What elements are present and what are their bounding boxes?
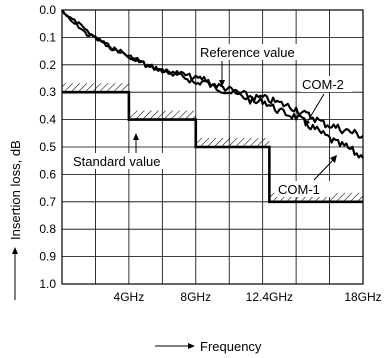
y-tick-label: 0.2 bbox=[39, 58, 56, 72]
com-1-arrow bbox=[330, 155, 337, 163]
x-axis-label: Frequency bbox=[200, 339, 262, 354]
standard-value-line bbox=[62, 90, 363, 204]
com-2-arrow bbox=[303, 119, 310, 127]
reference-value-label: Reference value bbox=[200, 45, 295, 60]
y-tick-label: 0.5 bbox=[39, 140, 56, 154]
standard-value-hatch-band bbox=[195, 138, 270, 147]
standard-value-arrow-up bbox=[133, 133, 139, 140]
x-tick-label: 12.4GHz bbox=[246, 290, 293, 304]
com-1-label: COM-1 bbox=[278, 182, 320, 197]
y-tick-label: 0.9 bbox=[39, 250, 56, 264]
x-axis-title: Frequency bbox=[155, 339, 262, 354]
standard-value-label: Standard value bbox=[73, 154, 160, 169]
standard-value-hatch-band bbox=[128, 110, 196, 120]
series bbox=[61, 9, 364, 159]
standard-value-steps bbox=[62, 90, 363, 204]
y-axis-arrow bbox=[12, 247, 18, 254]
y-axis-label: Insertion loss, dB bbox=[8, 140, 23, 240]
standard-value-hatch-band bbox=[62, 83, 129, 93]
y-tick-label: 0.0 bbox=[39, 3, 56, 17]
y-tick-label: 0.6 bbox=[39, 167, 56, 181]
y-tick-label: 1.0 bbox=[39, 277, 56, 291]
y-tick-labels: 0.0 0.1 0.2 0.3 0.4 0.5 0.6 0.7 0.8 0.9 1.0 bbox=[39, 3, 56, 291]
y-axis-title: Insertion loss, dB bbox=[8, 140, 23, 300]
y-tick-label: 0.8 bbox=[39, 222, 56, 236]
x-tick-label: 4GHz bbox=[114, 290, 145, 304]
annotation-standard-value: Standard value bbox=[70, 133, 184, 169]
annotation-com-2: COM-2 bbox=[300, 76, 352, 127]
plot-frame bbox=[61, 9, 364, 285]
y-tick-label: 0.4 bbox=[39, 113, 56, 127]
y-tick-label: 0.1 bbox=[39, 30, 56, 44]
x-tick-labels: 4GHz 8GHz 12.4GHz 18GHz bbox=[114, 290, 382, 304]
y-tick-label: 0.3 bbox=[39, 85, 56, 99]
x-tick-label: 8GHz bbox=[180, 290, 211, 304]
x-tick-label: 18GHz bbox=[344, 290, 381, 304]
x-axis-arrow bbox=[188, 343, 195, 349]
standard-value-hatch bbox=[62, 83, 363, 202]
y-tick-label: 0.7 bbox=[39, 195, 56, 209]
com-2-label: COM-2 bbox=[302, 77, 344, 92]
annotation-reference-value: Reference value bbox=[197, 44, 317, 87]
series-line-com-2 bbox=[61, 9, 364, 139]
standard-value-hatch-band bbox=[269, 192, 363, 202]
annotation-com-1: COM-1 bbox=[276, 155, 337, 197]
reference-value-arrow bbox=[219, 80, 225, 87]
